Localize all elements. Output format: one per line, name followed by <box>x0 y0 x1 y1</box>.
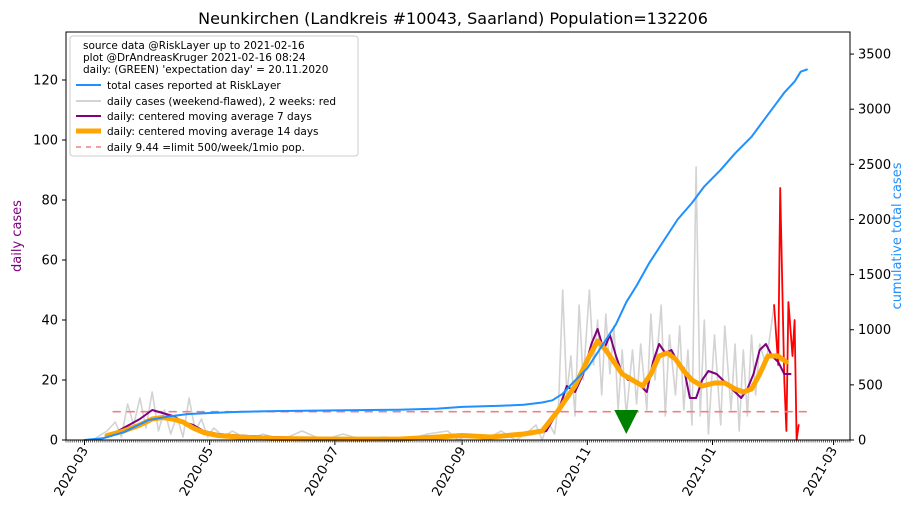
right-tick-label: 0 <box>858 434 866 449</box>
legend-box <box>69 35 359 157</box>
expectation-day-marker <box>614 410 639 434</box>
series-line-ma7 <box>106 328 792 440</box>
x-tick-label: 2020-05 <box>177 445 217 500</box>
left-y-axis: 0 20 40 60 80 100 120 <box>33 74 66 449</box>
x-tick-label: 2020-07 <box>302 445 342 500</box>
legend-plot-line: plot @DrAndreasKruger 2021-02-16 08:24 <box>83 52 306 64</box>
left-axis-label: daily cases <box>10 200 25 272</box>
x-axis: 2020-03 2020-05 2020-07 2020-09 2020-11 2021-… <box>52 440 851 500</box>
left-tick-label: 40 <box>41 314 58 329</box>
left-tick-label: 120 <box>33 74 58 89</box>
right-tick-label: 3500 <box>858 48 891 63</box>
right-tick-label: 500 <box>858 378 883 393</box>
series-line-ma14 <box>104 338 789 442</box>
legend-label-daily: daily cases (weekend-flawed), 2 weeks: r… <box>107 96 336 108</box>
right-tick-label: 1000 <box>858 323 891 338</box>
left-tick-label: 60 <box>41 254 58 269</box>
left-tick-label: 100 <box>33 134 58 149</box>
legend: source data @RiskLayer up to 2021-02-16 … <box>69 35 359 157</box>
series-line-daily <box>91 166 775 441</box>
left-tick-label: 20 <box>41 374 58 389</box>
legend-label-ma14: daily: centered moving average 14 days <box>107 126 319 138</box>
x-tick-label: 2020-09 <box>429 445 469 500</box>
series-line-daily_recent <box>773 187 800 441</box>
chart-title: Neunkirchen (Landkreis #10043, Saarland)… <box>198 9 708 28</box>
legend-label-limit: daily 9.44 =limit 500/week/1mio pop. <box>107 142 305 154</box>
right-tick-label: 2500 <box>858 158 891 173</box>
right-y-axis: 0 500 1000 1500 2000 2500 3000 3500 <box>850 48 891 449</box>
left-tick-label: 0 <box>50 434 58 449</box>
right-tick-label: 2000 <box>858 213 891 228</box>
right-tick-label: 1500 <box>858 268 891 283</box>
right-tick-label: 3000 <box>858 103 891 118</box>
legend-label-total: total cases reported at RiskLayer <box>107 80 281 92</box>
x-tick-label: 2020-11 <box>555 445 595 500</box>
left-tick-label: 80 <box>41 194 58 209</box>
right-axis-label: cumulative total cases <box>890 162 905 309</box>
series-line-total <box>83 68 808 441</box>
plot-series <box>83 68 808 442</box>
x-tick-label: 2020-03 <box>52 445 92 500</box>
legend-source-line: source data @RiskLayer up to 2021-02-16 <box>83 40 305 52</box>
x-tick-label: 2021-03 <box>801 445 841 500</box>
legend-label-ma7: daily: centered moving average 7 days <box>107 111 312 123</box>
x-tick-label: 2021-01 <box>680 445 720 500</box>
legend-expectation-line: daily: (GREEN) 'expectation day' = 20.11… <box>83 64 328 76</box>
